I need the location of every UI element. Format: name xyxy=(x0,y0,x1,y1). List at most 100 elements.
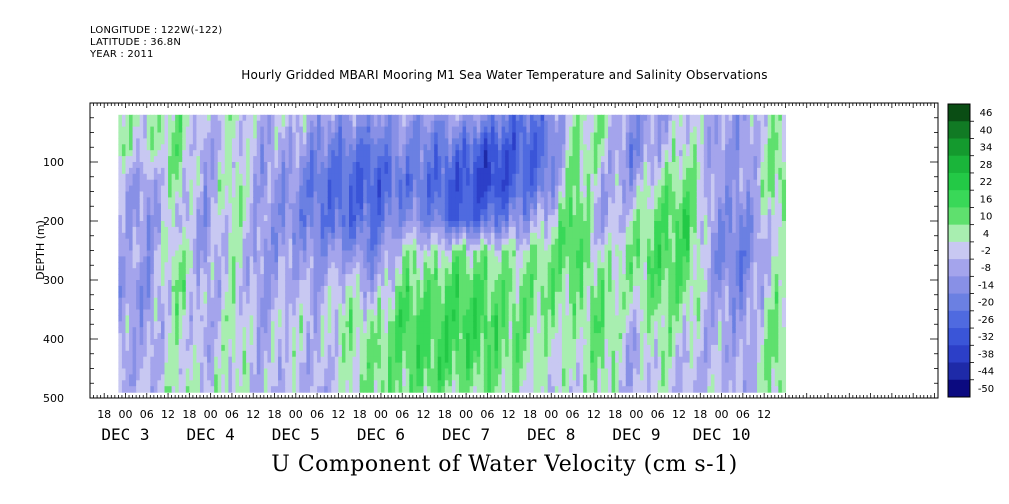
heatmap-cell xyxy=(267,368,272,375)
heatmap-cell xyxy=(242,203,247,210)
heatmap-cell xyxy=(427,191,432,198)
heatmap-cell xyxy=(384,250,389,257)
heatmap-cell xyxy=(278,215,283,222)
heatmap-cell xyxy=(402,114,407,122)
heatmap-cell xyxy=(459,268,464,275)
heatmap-cell xyxy=(292,386,297,393)
heatmap-cell xyxy=(324,156,329,163)
heatmap-cell xyxy=(324,321,329,328)
heatmap-cell xyxy=(214,268,219,275)
heatmap-cell xyxy=(203,197,208,204)
heatmap-cell xyxy=(160,179,166,187)
heatmap-cell xyxy=(224,339,229,346)
heatmap-cell xyxy=(246,173,251,181)
heatmap-cell xyxy=(285,309,290,316)
heatmap-cell xyxy=(391,274,396,281)
heatmap-cell xyxy=(199,291,205,299)
heatmap-cell xyxy=(320,368,325,375)
heatmap-cell xyxy=(320,209,325,216)
heatmap-cell xyxy=(462,197,467,204)
heatmap-cell xyxy=(299,339,304,346)
heatmap-cell xyxy=(473,132,478,139)
heatmap-cell xyxy=(242,250,247,257)
heatmap-cell xyxy=(473,321,478,328)
heatmap-cell xyxy=(324,179,329,187)
heatmap-cell xyxy=(217,156,222,163)
heatmap-cell xyxy=(143,191,148,198)
heatmap-cell xyxy=(480,256,485,263)
heatmap-cell xyxy=(221,173,226,181)
heatmap-cell xyxy=(217,114,222,122)
heatmap-cell xyxy=(363,291,368,299)
heatmap-cell xyxy=(231,256,237,263)
heatmap-cell xyxy=(306,333,311,340)
heatmap-cell xyxy=(203,344,208,352)
heatmap-cell xyxy=(462,321,467,328)
heatmap-cell xyxy=(242,221,247,228)
heatmap-cell xyxy=(199,333,205,340)
heatmap-cell xyxy=(150,120,155,128)
heatmap-cell xyxy=(356,262,361,269)
heatmap-cell xyxy=(121,144,127,151)
heatmap-cell xyxy=(441,339,446,346)
heatmap-cell xyxy=(295,380,300,387)
heatmap-cell xyxy=(203,126,208,134)
heatmap-cell xyxy=(388,114,393,122)
heatmap-cell xyxy=(228,368,233,375)
heatmap-cell xyxy=(370,114,375,122)
heatmap-cell xyxy=(480,203,485,210)
heatmap-cell xyxy=(136,173,141,181)
heatmap-cell xyxy=(302,303,308,311)
heatmap-cell xyxy=(168,268,173,275)
heatmap-cell xyxy=(324,297,329,305)
heatmap-cell xyxy=(175,333,180,340)
heatmap-cell xyxy=(189,150,194,157)
heatmap-cell xyxy=(256,138,261,145)
heatmap-cell xyxy=(299,244,304,252)
heatmap-cell xyxy=(196,132,201,139)
heatmap-cell xyxy=(125,333,130,340)
heatmap-cell xyxy=(391,315,396,322)
heatmap-cell xyxy=(373,297,378,305)
heatmap-cell xyxy=(480,114,485,122)
heatmap-cell xyxy=(490,339,496,346)
heatmap-cell xyxy=(416,238,421,246)
heatmap-cell xyxy=(256,303,261,311)
heatmap-cell xyxy=(349,250,354,257)
heatmap-cell xyxy=(416,185,421,193)
heatmap-cell xyxy=(345,185,350,193)
heatmap-cell xyxy=(391,368,396,375)
heatmap-cell xyxy=(466,356,471,364)
heatmap-cell xyxy=(487,120,492,128)
heatmap-cell xyxy=(270,274,276,281)
heatmap-cell xyxy=(129,315,134,322)
heatmap-cell xyxy=(363,309,368,316)
heatmap-cell xyxy=(377,268,382,275)
heatmap-cell xyxy=(160,285,166,293)
heatmap-cell xyxy=(412,197,418,204)
heatmap-cell xyxy=(373,144,378,151)
heatmap-cell xyxy=(160,356,166,364)
heatmap-cell xyxy=(377,215,382,222)
heatmap-cell xyxy=(182,132,187,139)
heatmap-cell xyxy=(448,173,453,181)
heatmap-cell xyxy=(469,150,474,157)
heatmap-cell xyxy=(132,350,137,358)
heatmap-cell xyxy=(270,185,276,193)
heatmap-cell xyxy=(377,262,382,269)
heatmap-cell xyxy=(253,380,258,387)
heatmap-cell xyxy=(267,321,272,328)
heatmap-cell xyxy=(189,167,194,175)
heatmap-cell xyxy=(160,167,166,175)
heatmap-cell xyxy=(455,238,460,246)
heatmap-cell xyxy=(441,138,446,145)
heatmap-cell xyxy=(192,238,198,246)
heatmap-cell xyxy=(256,238,261,246)
heatmap-cell xyxy=(256,362,261,370)
heatmap-cell xyxy=(338,321,343,328)
heatmap-cell xyxy=(388,150,393,157)
heatmap-cell xyxy=(412,256,418,263)
heatmap-cell xyxy=(160,339,166,346)
heatmap-cell xyxy=(419,356,425,364)
heatmap-cell xyxy=(459,333,464,340)
